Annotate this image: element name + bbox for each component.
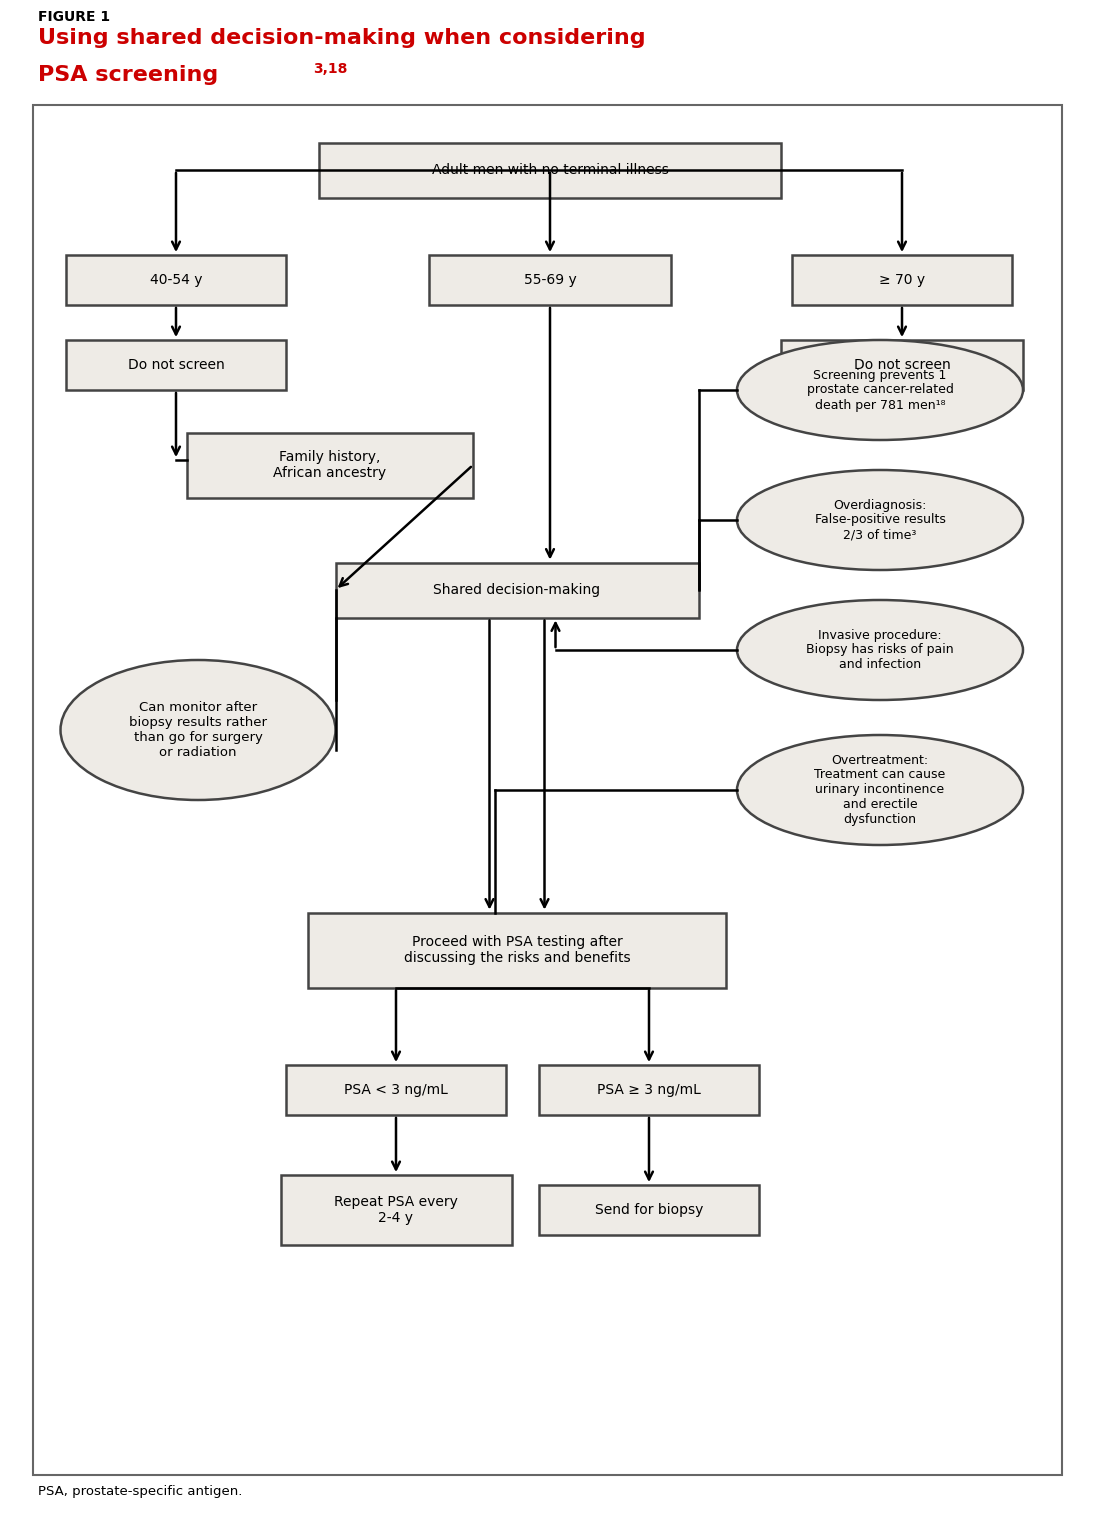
Ellipse shape [737,340,1023,439]
Text: FIGURE 1: FIGURE 1 [39,11,111,24]
Text: Send for biopsy: Send for biopsy [595,1202,703,1218]
Ellipse shape [737,470,1023,570]
Text: ≥ 70 y: ≥ 70 y [879,274,925,287]
Ellipse shape [737,600,1023,701]
Text: Proceed with PSA testing after
discussing the risks and benefits: Proceed with PSA testing after discussin… [404,935,630,965]
FancyBboxPatch shape [429,255,671,306]
FancyBboxPatch shape [286,1066,506,1116]
Text: 40-54 y: 40-54 y [150,274,202,287]
Text: Invasive procedure:
Biopsy has risks of pain
and infection: Invasive procedure: Biopsy has risks of … [806,628,954,672]
Text: PSA ≥ 3 ng/mL: PSA ≥ 3 ng/mL [597,1082,701,1097]
Text: PSA < 3 ng/mL: PSA < 3 ng/mL [344,1082,448,1097]
FancyBboxPatch shape [781,340,1023,391]
Text: Do not screen: Do not screen [128,359,224,372]
Text: 55-69 y: 55-69 y [524,274,576,287]
FancyBboxPatch shape [66,255,286,306]
Ellipse shape [60,660,336,800]
Text: Can monitor after
biopsy results rather
than go for surgery
or radiation: Can monitor after biopsy results rather … [129,701,267,758]
FancyBboxPatch shape [792,255,1012,306]
Text: PSA screening: PSA screening [39,65,219,85]
Text: PSA, prostate-specific antigen.: PSA, prostate-specific antigen. [39,1485,243,1499]
Text: Using shared decision-making when considering: Using shared decision-making when consid… [39,27,646,49]
Text: Overtreatment:
Treatment can cause
urinary incontinence
and erectile
dysfunction: Overtreatment: Treatment can cause urina… [814,754,946,827]
Text: Do not screen: Do not screen [854,359,950,372]
FancyBboxPatch shape [336,562,698,617]
Text: Shared decision-making: Shared decision-making [433,584,601,597]
Text: Family history,
African ancestry: Family history, African ancestry [274,450,386,480]
Text: Repeat PSA every
2-4 y: Repeat PSA every 2-4 y [334,1195,458,1225]
FancyBboxPatch shape [319,143,781,198]
FancyBboxPatch shape [33,105,1062,1474]
FancyBboxPatch shape [539,1066,759,1116]
FancyBboxPatch shape [539,1186,759,1234]
FancyBboxPatch shape [308,912,726,988]
Text: Screening prevents 1
prostate cancer-related
death per 781 men¹⁸: Screening prevents 1 prostate cancer-rel… [806,368,954,412]
FancyBboxPatch shape [187,433,473,497]
Text: 3,18: 3,18 [314,62,348,76]
Text: Overdiagnosis:
False-positive results
2/3 of time³: Overdiagnosis: False-positive results 2/… [815,499,945,541]
FancyBboxPatch shape [280,1175,512,1245]
FancyBboxPatch shape [66,340,286,391]
Text: Adult men with no terminal illness: Adult men with no terminal illness [431,163,669,176]
Ellipse shape [737,736,1023,845]
